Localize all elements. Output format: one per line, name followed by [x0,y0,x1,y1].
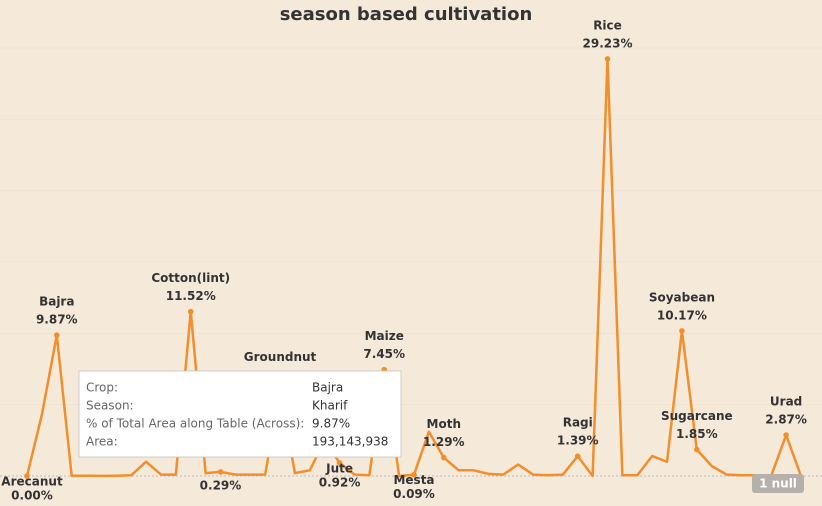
point [53,332,60,338]
tooltip-key: Area: [86,435,118,449]
point-name: Rice [593,18,622,32]
value-label: 9.87% [36,313,78,327]
point-name: Groundnut [244,350,317,364]
point-name: Bajra [39,295,74,309]
value-label: 1.29% [423,435,465,449]
value-label: 0.09% [393,487,435,501]
tooltip-key: % of Total Area along Table (Across): [86,417,304,431]
point [694,446,700,453]
point-name: Sugarcane [661,409,733,423]
grid [0,47,822,477]
value-label: 2.87% [765,413,807,427]
tooltip-value: 193,143,938 [312,435,388,449]
point-name: Mesta [393,473,434,487]
value-label: 0.29% [200,478,242,492]
tooltip-value: Kharif [312,399,348,413]
point [574,453,581,459]
value-label: 10.17% [657,308,707,322]
tooltip-key: Crop: [86,381,118,395]
plot [24,56,803,479]
point-name: Urad [770,395,802,409]
null-badge[interactable]: 1 null [752,474,804,493]
null-badge-box[interactable] [752,474,804,493]
point-name: Soyabean [649,290,715,304]
point [679,328,685,334]
value-label: 11.52% [166,289,216,303]
point-name: Jute [325,461,353,475]
value-label: 0.00% [11,489,53,503]
point-name: Moth [427,417,461,431]
chart-title: season based cultivation [280,4,533,25]
point-name: Ragi [563,416,593,430]
value-label: 7.45% [363,347,405,361]
null-badge-text[interactable]: 1 null [759,477,797,491]
point [440,454,447,461]
tooltip-key: Season: [86,399,134,413]
point [783,432,789,438]
value-label: 29.23% [583,36,633,50]
value-label: 0.92% [319,475,361,489]
point-name: Cotton(lint) [151,271,230,285]
point-name: Arecanut [1,475,63,489]
value-label: 1.85% [676,427,718,441]
point [336,460,343,466]
value-label: 1.39% [557,434,599,448]
point [411,471,417,478]
point [217,469,224,475]
point-name: Maize [365,329,404,343]
tooltip: Crop: Bajra Season: Kharif % of Total Area a… [78,370,402,458]
tooltip-box [78,370,402,458]
point [187,308,194,315]
tooltip-value: 9.87% [312,417,350,431]
point [604,56,611,62]
point [24,473,30,479]
tooltip-value: Bajra [312,381,343,395]
